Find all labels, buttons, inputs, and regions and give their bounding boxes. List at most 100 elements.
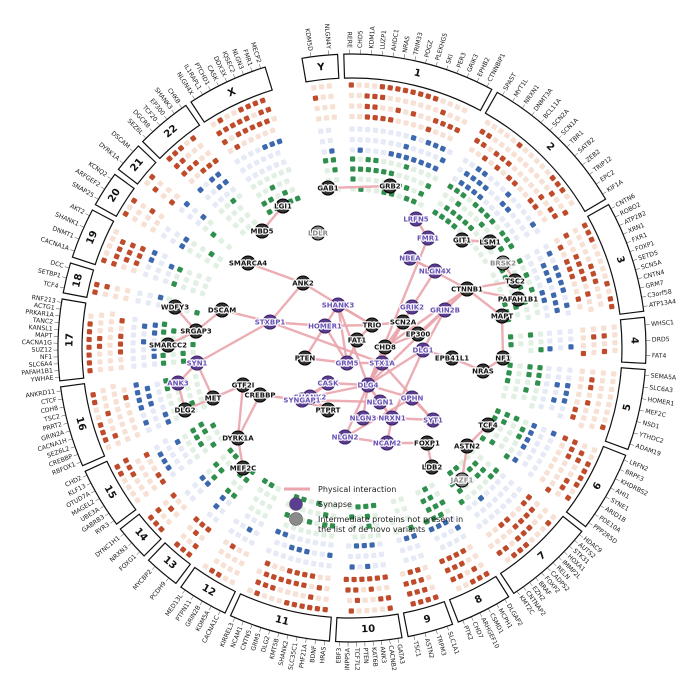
track-dot-filled — [476, 574, 483, 582]
network-node-PAFAH1B1 — [510, 291, 526, 307]
network-node-label: MEF2C — [230, 465, 257, 473]
gene-label: KAT6B — [370, 647, 378, 667]
network-node-DLG1 — [415, 342, 431, 358]
gene-tick — [504, 599, 508, 604]
track-dot-bg — [532, 464, 539, 472]
track-dot-bg — [212, 201, 219, 209]
network-node-WDFY3 — [167, 299, 183, 315]
track-dot-filled — [502, 274, 509, 281]
track-dot-filled — [122, 210, 129, 218]
track-dot-bg — [401, 505, 408, 512]
track-dot-bg — [255, 133, 262, 140]
chromosome-label: 1 — [413, 68, 422, 80]
track-dot-bg — [259, 168, 266, 175]
track-dot-filled — [282, 531, 289, 538]
track-dot-filled — [447, 183, 454, 190]
network-node-label: EPB41L1 — [435, 355, 469, 363]
track-dot-filled — [410, 89, 417, 96]
track-dot-filled — [205, 526, 212, 533]
track-dot-bg — [370, 596, 376, 603]
track-dot-bg — [387, 95, 394, 102]
track-dot-bg — [461, 205, 468, 213]
track-dot-filled — [439, 109, 447, 116]
track-dot-filled — [216, 130, 223, 137]
gene-tick — [259, 627, 262, 632]
network-node-GPHN — [404, 390, 420, 406]
track-dot-bg — [197, 487, 204, 495]
track-dot-bg — [533, 172, 540, 180]
gene-tick — [128, 542, 132, 546]
gene-label: CTCF — [41, 397, 58, 407]
track-dot-bg — [95, 414, 102, 421]
network-node-label: SCN2A — [390, 319, 417, 327]
track-dot-bg — [493, 210, 501, 217]
gene-tick — [296, 637, 298, 642]
track-dot-bg — [608, 386, 615, 393]
track-dot-bg — [165, 270, 172, 277]
track-dot-filled — [403, 184, 410, 192]
network-node-label: WDFY3 — [161, 304, 189, 312]
network-edge — [236, 383, 245, 440]
track-dot-bg — [180, 284, 187, 291]
track-dot-filled — [508, 243, 515, 250]
track-dot-filled — [538, 347, 544, 353]
track-dot-filled — [163, 377, 169, 384]
track-dot-bg — [447, 112, 454, 119]
track-dot-filled — [378, 596, 384, 602]
gene-label: KANSL1 — [28, 324, 53, 333]
track-dot-bg — [131, 215, 139, 223]
track-dot-filled — [410, 110, 417, 117]
track-dot-bg — [246, 163, 253, 170]
track-dot-filled — [168, 263, 175, 270]
track-dot-bg — [263, 490, 271, 498]
track-dot-bg — [257, 520, 265, 528]
gene-label: PRRT2 — [42, 421, 63, 433]
chromosome-label: 8 — [473, 593, 484, 606]
track-dot-filled — [601, 348, 608, 355]
track-dot-filled — [286, 568, 293, 574]
track-dot-filled — [322, 606, 328, 613]
track-dot-bg — [494, 538, 501, 545]
track-dot-filled — [284, 511, 291, 518]
network-node-JAZF1 — [454, 472, 470, 488]
track-dot-filled — [181, 170, 188, 177]
track-dot-filled — [222, 126, 230, 133]
track-dot-filled — [407, 569, 414, 576]
track-dot-filled — [485, 132, 493, 140]
track-dot-bg — [186, 392, 193, 399]
track-dot-bg — [550, 513, 557, 521]
track-dot-filled — [604, 280, 610, 287]
network-node-MET — [205, 390, 221, 406]
track-dot-filled — [504, 191, 512, 198]
track-dot-bg — [97, 359, 103, 365]
track-dot-filled — [410, 156, 417, 163]
track-dot-bg — [202, 181, 210, 188]
gene-tick — [309, 52, 312, 57]
network-node-GRIN2B — [437, 302, 453, 318]
track-dot-bg — [397, 517, 404, 524]
track-dot-bg — [134, 497, 141, 504]
gene-tick — [633, 432, 638, 435]
track-dot-bg — [143, 179, 151, 187]
track-dot-bg — [245, 175, 252, 183]
track-dot-filled — [162, 411, 169, 418]
network-node-label: MAPT — [491, 313, 514, 321]
network-node-label: NF1 — [495, 355, 511, 363]
network-node-label: SHANK2 — [294, 394, 327, 402]
track-dot-bg — [142, 471, 149, 478]
chromosome-box — [484, 91, 607, 213]
track-dot-filled — [564, 494, 572, 502]
network-node-CASK — [320, 375, 336, 391]
track-dot-bg — [536, 209, 544, 217]
track-dot-filled — [160, 329, 167, 335]
track-dot-bg — [126, 409, 133, 416]
track-dot-bg — [149, 226, 157, 233]
track-dot-bg — [566, 375, 572, 381]
track-dot-filled — [502, 545, 510, 552]
track-dot-bg — [107, 342, 113, 348]
track-dot-bg — [97, 328, 103, 334]
track-dot-bg — [279, 565, 286, 572]
track-dot-bg — [444, 507, 451, 515]
track-dot-bg — [533, 187, 540, 195]
